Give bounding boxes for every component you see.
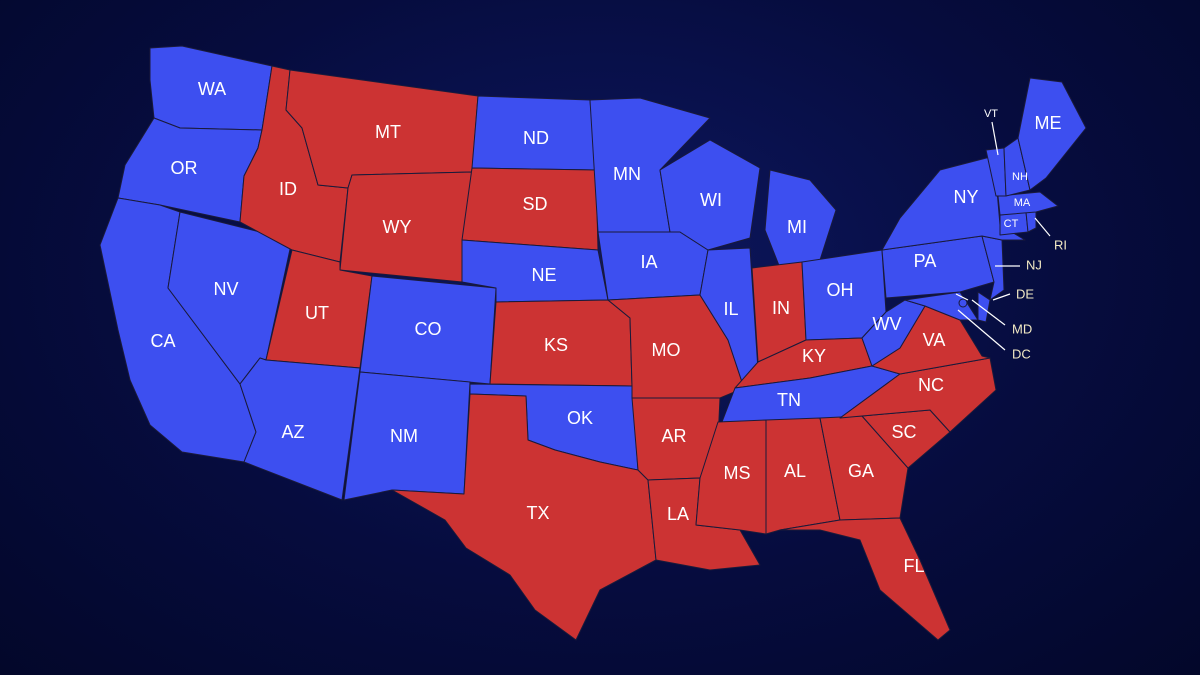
state-ri[interactable]	[1025, 211, 1037, 233]
label-ma: MA	[1014, 197, 1031, 209]
label-nm: NM	[390, 426, 418, 446]
state-me[interactable]	[1017, 77, 1087, 191]
state-labels: WA OR CA NV ID MT WY UT AZ CO NM ND SD N…	[150, 79, 1067, 576]
label-de: DE	[1016, 286, 1034, 301]
label-ia: IA	[640, 252, 657, 272]
label-ks: KS	[544, 335, 568, 355]
label-dc: DC	[1012, 346, 1031, 361]
label-ms: MS	[724, 463, 751, 483]
label-ne: NE	[531, 265, 556, 285]
label-wi: WI	[700, 190, 722, 210]
label-mt: MT	[375, 122, 401, 142]
state-ma[interactable]	[997, 191, 1059, 216]
label-in: IN	[772, 298, 790, 318]
label-sd: SD	[522, 194, 547, 214]
label-fl: FL	[903, 556, 924, 576]
label-wa: WA	[198, 79, 226, 99]
label-vt: VT	[984, 108, 998, 120]
state-ny[interactable]	[881, 155, 1026, 251]
label-ct: CT	[1004, 218, 1019, 230]
label-sc: SC	[891, 422, 916, 442]
label-ca: CA	[150, 331, 175, 351]
label-ga: GA	[848, 461, 874, 481]
state-wi[interactable]	[659, 139, 761, 251]
label-wv: WV	[873, 314, 902, 334]
label-id: ID	[279, 179, 297, 199]
label-oh: OH	[827, 280, 854, 300]
label-pa: PA	[914, 251, 937, 271]
label-mo: MO	[652, 340, 681, 360]
state-dc[interactable]	[958, 298, 968, 308]
label-or: OR	[171, 158, 198, 178]
label-va: VA	[923, 330, 946, 350]
label-ar: AR	[661, 426, 686, 446]
label-la: LA	[667, 504, 689, 524]
label-me: ME	[1035, 113, 1062, 133]
state-tx[interactable]	[391, 393, 657, 641]
label-az: AZ	[281, 422, 304, 442]
state-az[interactable]	[239, 357, 361, 501]
label-nc: NC	[918, 375, 944, 395]
label-al: AL	[784, 461, 806, 481]
label-ok: OK	[567, 408, 593, 428]
label-mn: MN	[613, 164, 641, 184]
label-ri: RI	[1054, 237, 1067, 252]
label-wy: WY	[383, 217, 412, 237]
state-de[interactable]	[977, 291, 991, 323]
label-ny: NY	[953, 187, 978, 207]
label-co: CO	[415, 319, 442, 339]
label-ut: UT	[305, 303, 329, 323]
label-nj: NJ	[1026, 257, 1042, 272]
label-nd: ND	[523, 128, 549, 148]
state-wy[interactable]	[339, 171, 473, 283]
label-mi: MI	[787, 217, 807, 237]
label-il: IL	[723, 299, 738, 319]
label-ky: KY	[802, 346, 826, 366]
label-nv: NV	[213, 279, 238, 299]
label-tn: TN	[777, 390, 801, 410]
label-md: MD	[1012, 321, 1032, 336]
label-tx: TX	[526, 503, 549, 523]
state-fl[interactable]	[779, 517, 951, 641]
label-nh: NH	[1012, 171, 1028, 183]
leader-lines	[955, 121, 1051, 351]
